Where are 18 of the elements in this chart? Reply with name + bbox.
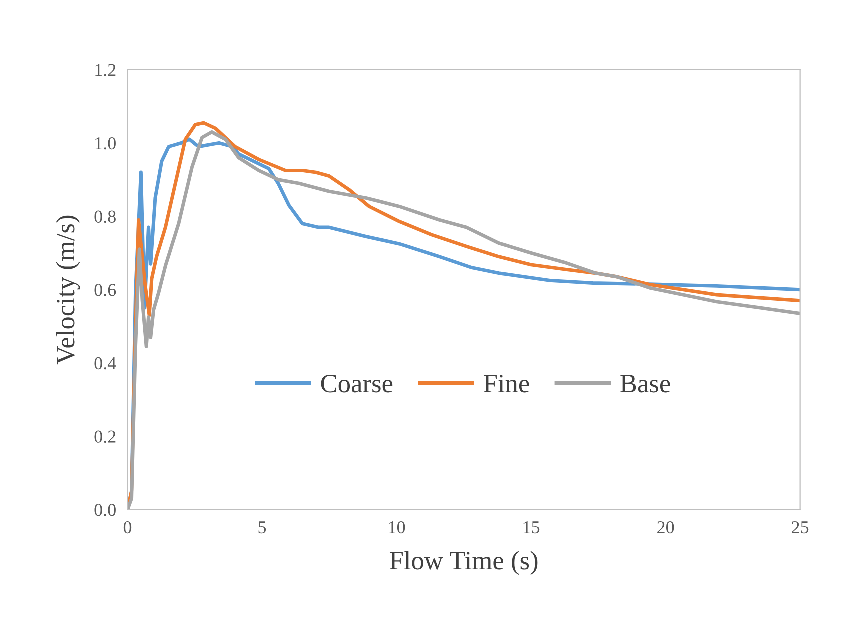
y-axis-title: Velocity (m/s)	[56, 216, 80, 365]
legend-label: Coarse	[321, 374, 393, 393]
legend-label: Fine	[484, 374, 530, 393]
x-tick-label: 20	[658, 521, 674, 534]
x-tick-label: 15	[524, 522, 540, 534]
x-tick-label: 10	[389, 521, 406, 534]
x-tick-label: 5	[258, 522, 266, 534]
x-tick-label: 0	[124, 521, 132, 534]
y-tick-label: 1.2	[96, 64, 116, 76]
y-tick-label: 0.8	[94, 210, 116, 224]
x-axis-title: Flow Time (s)	[390, 551, 538, 576]
y-tick-label: 0.2	[94, 430, 116, 444]
y-tick-label: 1.0	[96, 137, 116, 150]
legend-label: Base	[620, 375, 670, 393]
y-tick-label: 0.4	[94, 357, 116, 370]
x-tick-label: 25	[792, 521, 809, 534]
y-tick-label: 0.6	[94, 284, 116, 296]
y-tick-label: 0.0	[94, 504, 116, 516]
